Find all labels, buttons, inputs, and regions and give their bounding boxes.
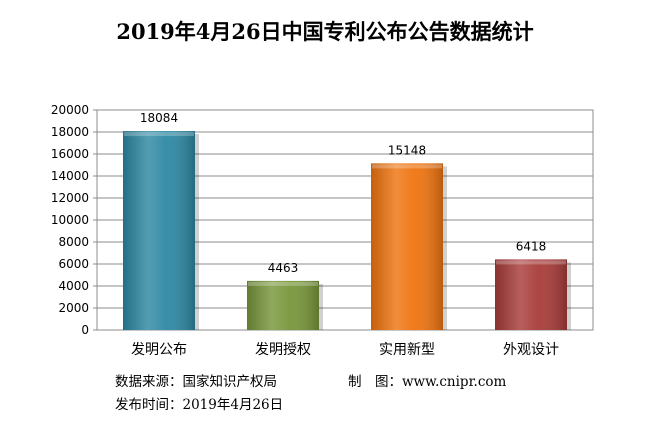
data-source-label: 数据来源：: [115, 374, 183, 390]
y-tick-label: 2000: [58, 301, 89, 315]
bar-shading: [371, 163, 443, 330]
y-tick-label: 20000: [51, 103, 89, 117]
data-source-value: 国家知识产权局: [183, 374, 278, 390]
y-tick-label: 8000: [58, 235, 89, 249]
bar-shading: [247, 281, 319, 330]
bar-top-highlight: [372, 164, 442, 168]
x-category-label: 发明授权: [255, 342, 311, 358]
x-category-label: 实用新型: [379, 342, 435, 358]
publish-date-value: 2019年4月26日: [183, 397, 284, 413]
chart-maker-label: 制 图：: [348, 374, 402, 390]
y-tick-label: 16000: [51, 147, 89, 161]
publish-date: 发布时间：2019年4月26日: [115, 393, 283, 413]
data-label: 4463: [268, 261, 299, 275]
x-category-label: 外观设计: [503, 342, 559, 358]
y-tick-label: 0: [81, 323, 89, 337]
y-tick-label: 4000: [58, 279, 89, 293]
y-tick-label: 10000: [51, 213, 89, 227]
data-label: 15148: [388, 143, 426, 157]
chart-maker: 制 图：www.cnipr.com: [348, 370, 506, 390]
plot-area: 0 2000 4000 6000 8000 10000 12000 14000 16000 180…: [51, 103, 593, 358]
y-tick-label: 6000: [58, 257, 89, 271]
bar-shading: [123, 131, 195, 330]
data-source: 数据来源：国家知识产权局: [115, 370, 277, 390]
x-category-label: 发明公布: [131, 342, 187, 358]
data-label: 6418: [516, 239, 547, 253]
bar-top-highlight: [248, 282, 318, 286]
y-tick-label: 18000: [51, 125, 89, 139]
y-tick-label: 14000: [51, 169, 89, 183]
bar-shading: [495, 259, 567, 330]
data-label: 18084: [140, 111, 178, 125]
chart-maker-value: www.cnipr.com: [402, 374, 506, 390]
publish-date-label: 发布时间：: [115, 397, 183, 413]
bar-top-highlight: [496, 260, 566, 264]
bar-top-highlight: [124, 132, 194, 136]
y-tick-label: 12000: [51, 191, 89, 205]
